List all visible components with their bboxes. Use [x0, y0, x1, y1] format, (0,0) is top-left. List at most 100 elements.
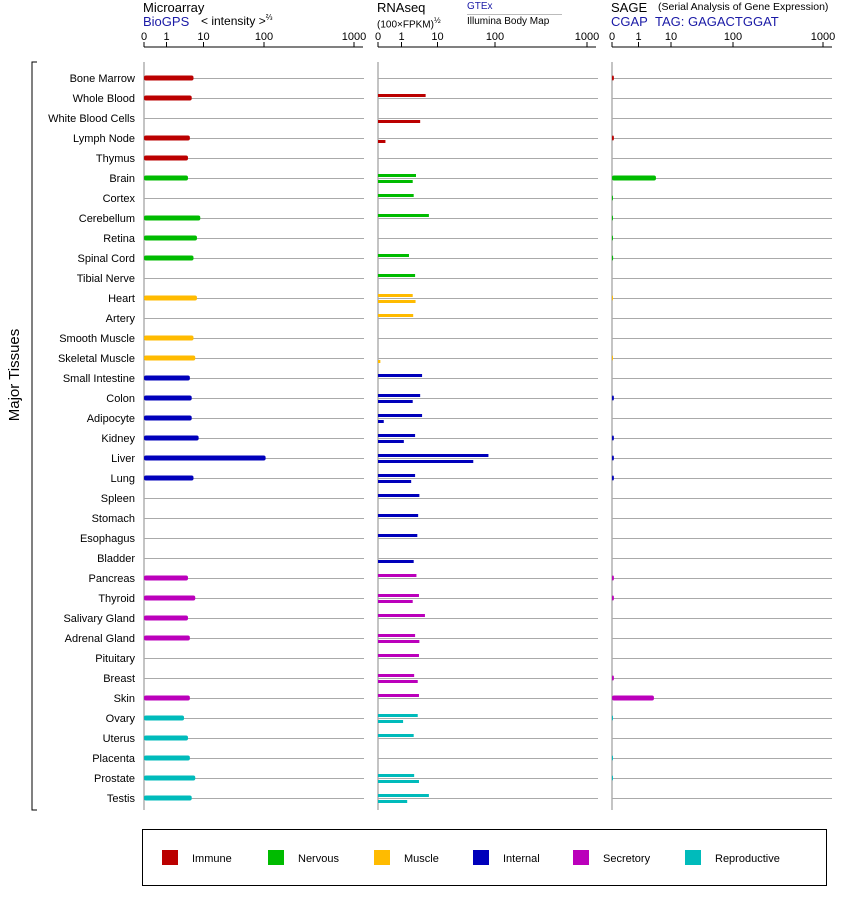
tissue-label: Spinal Cord: [78, 253, 135, 265]
tissue-label: White Blood Cells: [48, 113, 135, 125]
legend-label-secretory: Secretory: [603, 853, 651, 865]
bar: [612, 595, 614, 601]
bar-illumina: [378, 400, 413, 403]
bar-illumina: [378, 560, 414, 563]
x-tick-label: 10: [665, 31, 677, 43]
bar-illumina: [378, 440, 404, 443]
x-tick-label: 1000: [342, 31, 366, 43]
bar: [144, 695, 190, 701]
bar-illumina: [378, 600, 413, 603]
rnaseq-legend-gtex: GTEx: [467, 1, 493, 12]
bar: [612, 715, 613, 721]
rnaseq-legend-illumina: Illumina Body Map: [467, 16, 550, 27]
x-tick-label: 1000: [811, 31, 835, 43]
tissue-label: Ovary: [106, 713, 136, 725]
bar-illumina: [378, 300, 416, 303]
legend-label-reproductive: Reproductive: [715, 853, 780, 865]
bar: [612, 435, 614, 441]
bar-gtex: [378, 394, 421, 397]
bar-gtex: [378, 794, 429, 797]
legend-swatch-nervous: [268, 850, 284, 865]
legend-label-internal: Internal: [503, 853, 540, 865]
tissue-label: Prostate: [94, 773, 135, 785]
tissue-label: Cerebellum: [79, 213, 135, 225]
x-tick-label: 0: [141, 31, 147, 43]
bar-illumina: [378, 720, 404, 723]
bar-gtex: [378, 514, 419, 517]
x-tick-label: 1: [398, 31, 404, 43]
bar: [144, 375, 190, 381]
bar: [144, 175, 188, 181]
x-tick-label: 10: [431, 31, 443, 43]
bar: [144, 335, 194, 341]
bar: [144, 475, 194, 481]
bar: [612, 195, 613, 201]
x-tick-label: 100: [255, 31, 273, 43]
bar: [144, 135, 190, 141]
bar-gtex: [378, 314, 414, 317]
tissue-label: Brain: [109, 173, 135, 185]
bar: [144, 255, 194, 261]
bar: [144, 435, 199, 441]
bar: [612, 235, 613, 241]
bar: [144, 575, 188, 581]
legend-swatch-internal: [473, 850, 489, 865]
bar-illumina: [378, 480, 412, 483]
bar: [612, 455, 614, 461]
bar-gtex: [378, 294, 413, 297]
bar: [612, 755, 613, 761]
tissue-label: Bladder: [97, 553, 135, 565]
bar-gtex: [378, 194, 414, 197]
legend-label-muscle: Muscle: [404, 853, 439, 865]
bar-gtex: [378, 614, 425, 617]
tissue-label: Adipocyte: [87, 413, 135, 425]
panel-rnaseq: 0 1 10 100 1000: [375, 31, 599, 810]
bar: [612, 395, 614, 401]
bar-illumina: [378, 460, 474, 463]
bar: [144, 355, 196, 361]
bar-illumina: [378, 800, 408, 803]
bar-gtex: [378, 454, 489, 457]
bar: [612, 695, 654, 701]
bar-gtex: [378, 494, 420, 497]
legend-label-nervous: Nervous: [298, 853, 339, 865]
x-tick-label: 1: [163, 31, 169, 43]
bar: [612, 475, 614, 481]
bar: [144, 295, 197, 301]
bar-illumina: [378, 640, 420, 643]
tissue-label: Lymph Node: [73, 133, 135, 145]
bar-illumina: [378, 680, 418, 683]
tissue-label: Placenta: [92, 753, 136, 765]
bar-gtex: [378, 94, 426, 97]
bar-illumina: [378, 780, 419, 783]
bar: [612, 255, 614, 261]
bar-gtex: [378, 474, 416, 477]
bar-gtex: [378, 374, 423, 377]
bar-gtex: [378, 254, 409, 257]
tissue-label: Artery: [106, 313, 136, 325]
tissue-label: Kidney: [101, 433, 135, 445]
sage-subtitle: (Serial Analysis of Gene Expression): [658, 1, 829, 13]
microarray-axis-exponent: ⅔: [265, 13, 273, 22]
bar: [144, 635, 190, 641]
bar: [144, 755, 190, 761]
tissue-label: Spleen: [101, 493, 135, 505]
x-tick-label: 0: [609, 31, 615, 43]
tissue-label: Skeletal Muscle: [58, 353, 135, 365]
tissue-label: Adrenal Gland: [65, 633, 135, 645]
bar-gtex: [378, 734, 414, 737]
sage-title: SAGE: [611, 0, 648, 15]
bar-gtex: [378, 694, 419, 697]
bar: [612, 775, 613, 781]
bar-gtex: [378, 274, 416, 277]
x-tick-label: 1000: [575, 31, 599, 43]
sage-tag-label: TAG: GAGACTGGAT: [655, 14, 779, 29]
tissue-label: Stomach: [92, 513, 135, 525]
y-axis-label: Major Tissues: [6, 329, 23, 422]
bar: [612, 75, 614, 81]
bar-gtex: [378, 634, 416, 637]
bar: [144, 595, 196, 601]
rnaseq-axis-label: (100×FPKM)½: [377, 17, 441, 30]
bar: [144, 615, 188, 621]
